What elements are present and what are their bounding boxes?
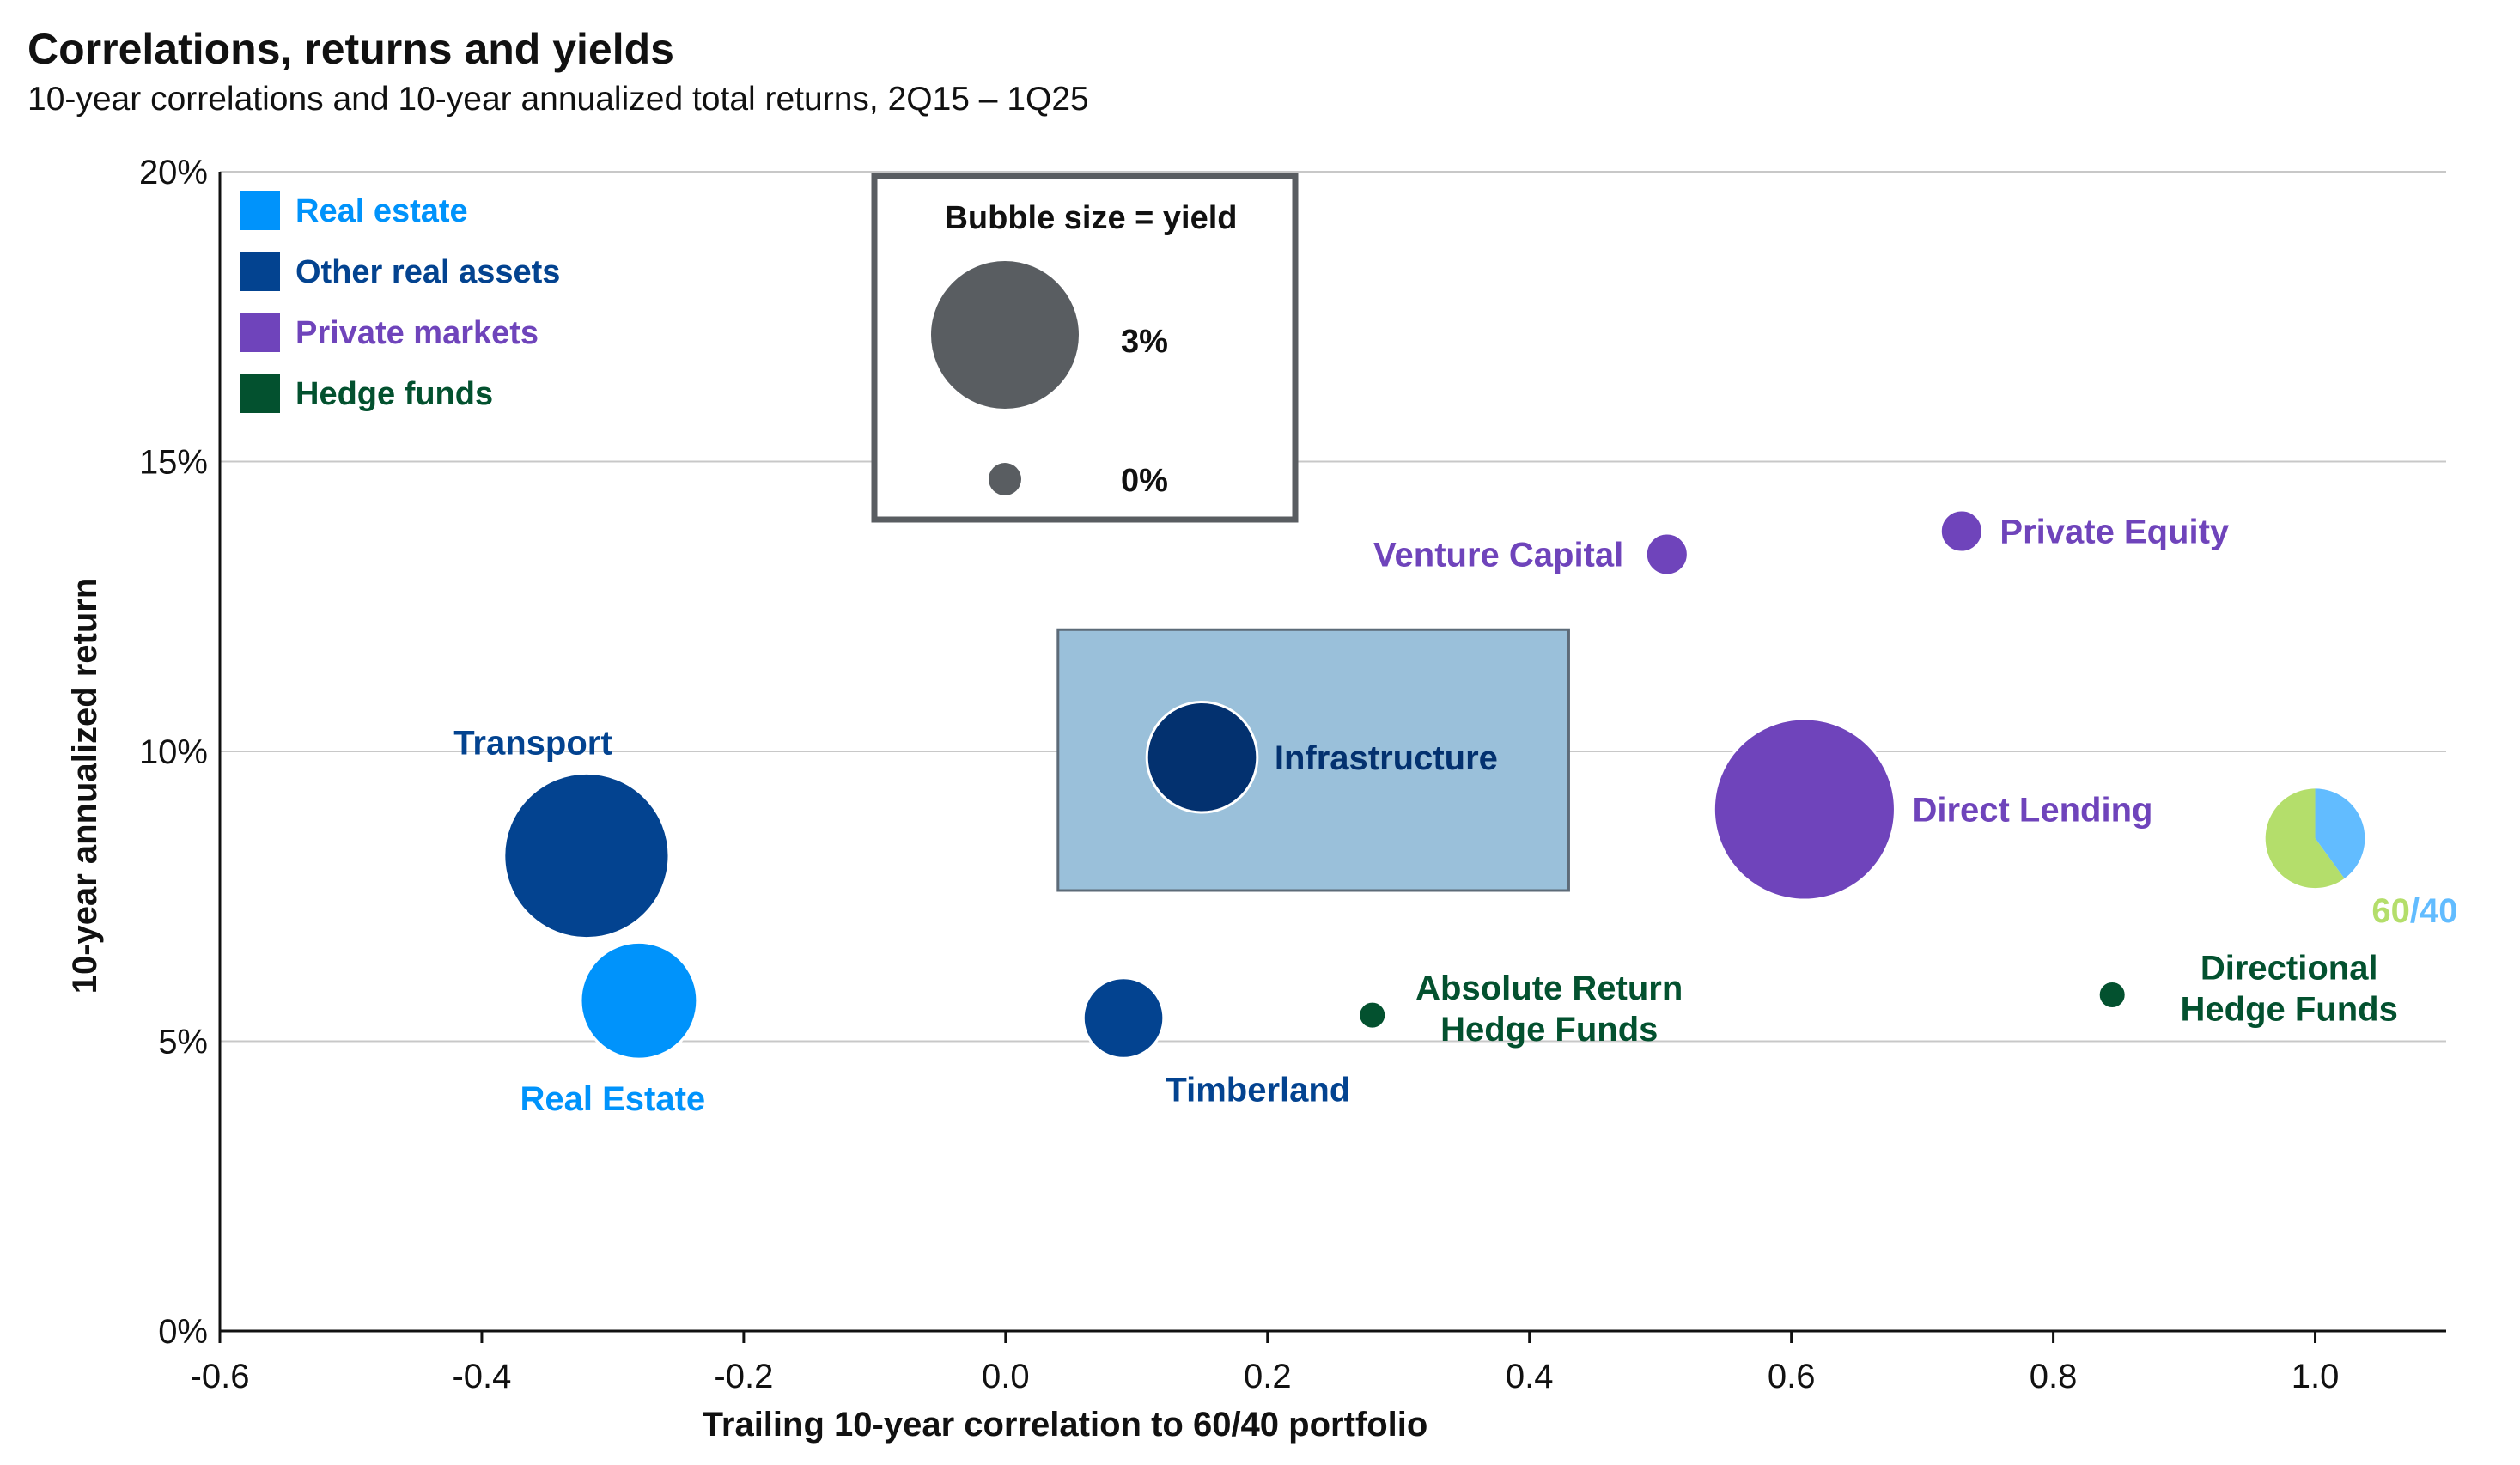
bubble-real-estate xyxy=(579,940,699,1061)
label-private-equity: Private Equity xyxy=(2000,514,2230,551)
x-tick-label: 0.4 xyxy=(1506,1358,1554,1395)
x-tick-label: 0.6 xyxy=(1768,1358,1816,1395)
label-infrastructure: Infrastructure xyxy=(1275,739,1498,777)
pie-slice-40 xyxy=(2315,788,2365,879)
bubble-private-equity xyxy=(1939,508,1984,554)
label-transport: Transport xyxy=(453,724,612,762)
legend: Real estate Other real assets Private mark… xyxy=(240,191,560,413)
legend-label: Hedge funds xyxy=(295,376,493,412)
bubble-60-40 xyxy=(2265,788,2365,889)
label-venture-capital: Venture Capital xyxy=(1373,537,1623,574)
size-legend-bubble-small xyxy=(989,463,1021,495)
x-tick-label: 0.2 xyxy=(1244,1358,1292,1395)
bubble-directional-hedge-funds xyxy=(2097,980,2127,1010)
highlight-layer xyxy=(1056,628,1570,892)
y-tick-label: 10% xyxy=(139,733,208,771)
legend-swatch xyxy=(240,191,280,230)
gridlines xyxy=(220,171,2446,1043)
size-legend-label-large: 3% xyxy=(1121,324,1168,360)
x-tick-label: 0.0 xyxy=(982,1358,1030,1395)
x-tick-label: 0.8 xyxy=(2030,1358,2078,1395)
label-60-40-part: 40 xyxy=(2420,892,2458,930)
label-60-40-part: / xyxy=(2410,892,2420,930)
label-absolute-return-hedge-funds: Absolute Return xyxy=(1415,970,1683,1007)
bubble-infrastructure xyxy=(1145,700,1259,814)
size-legend-label-small: 0% xyxy=(1121,463,1168,499)
size-legend-title: Bubble size = yield xyxy=(944,200,1237,236)
chart-title: Correlations, returns and yields xyxy=(27,25,674,73)
bubble-direct-lending xyxy=(1712,717,1896,902)
y-axis-label: 10-year annualized return xyxy=(66,578,104,994)
label-direct-lending: Direct Lending xyxy=(1912,792,2152,830)
bubble-absolute-return-hedge-funds xyxy=(1357,1000,1388,1030)
label-absolute-return-hedge-funds: Hedge Funds xyxy=(1440,1011,1658,1049)
x-tick-label: -0.6 xyxy=(191,1358,250,1395)
legend-swatch xyxy=(240,313,280,352)
legend-label: Private markets xyxy=(295,315,539,351)
pie-slice-60 xyxy=(2265,788,2345,889)
x-axis-label: Trailing 10-year correlation to 60/40 po… xyxy=(703,1406,1428,1444)
bubbles xyxy=(502,508,2365,1061)
legend-swatch xyxy=(240,374,280,413)
label-real-estate: Real Estate xyxy=(520,1080,705,1118)
chart-subtitle: 10-year correlations and 10-year annuali… xyxy=(27,81,1089,118)
x-tick-label: 1.0 xyxy=(2292,1358,2340,1395)
label-60-40: 60/40 xyxy=(2371,892,2457,930)
bubble-venture-capital xyxy=(1644,532,1689,577)
bubble-transport xyxy=(502,771,671,940)
label-directional-hedge-funds: Directional xyxy=(2200,950,2378,988)
x-tick-label: -0.2 xyxy=(714,1358,773,1395)
x-tick-label: -0.4 xyxy=(452,1358,511,1395)
legend-swatch xyxy=(240,252,280,291)
label-timberland: Timberland xyxy=(1166,1071,1350,1109)
label-directional-hedge-funds: Hedge Funds xyxy=(2181,991,2398,1029)
size-legend-bubble-large xyxy=(931,261,1079,409)
highlight-box xyxy=(1056,628,1570,892)
label-60-40-part: 60 xyxy=(2371,892,2410,930)
y-tick-label: 0% xyxy=(158,1313,208,1351)
point-labels: Transport Real Estate Infrastructure Timber… xyxy=(453,514,2457,1119)
legend-label: Other real assets xyxy=(295,254,560,290)
y-tick-label: 5% xyxy=(158,1024,208,1061)
y-tick-label: 20% xyxy=(139,154,208,191)
legend-label: Real estate xyxy=(295,193,468,229)
y-tick-label: 15% xyxy=(139,444,208,482)
axes: 0% 5% 10% 15% 20% -0.6 -0.4 -0.2 0.0 0.2 0.4 0.6 0.8… xyxy=(139,154,2446,1395)
bubble-timberland xyxy=(1081,976,1166,1060)
size-legend: Bubble size = yield 3% 0% xyxy=(871,173,1299,523)
